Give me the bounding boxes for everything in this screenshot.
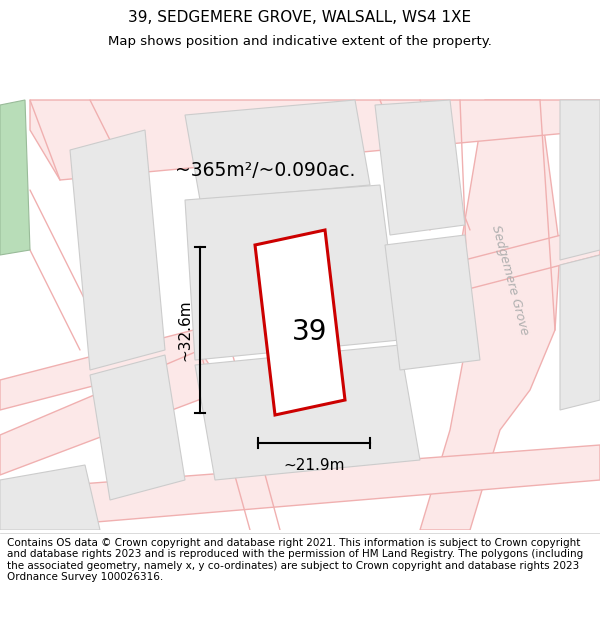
Polygon shape [560,255,600,410]
Polygon shape [420,100,560,530]
Text: ~32.6m: ~32.6m [177,299,192,361]
Text: 39: 39 [292,319,328,346]
Polygon shape [30,100,600,180]
Polygon shape [0,350,225,475]
Polygon shape [0,225,600,410]
Polygon shape [0,465,100,530]
Polygon shape [0,445,600,530]
Polygon shape [185,185,400,360]
Polygon shape [185,100,370,200]
Polygon shape [90,355,185,500]
Text: Sedgemere Grove: Sedgemere Grove [489,224,531,336]
Polygon shape [0,50,600,530]
Text: Contains OS data © Crown copyright and database right 2021. This information is : Contains OS data © Crown copyright and d… [7,538,583,582]
Polygon shape [0,100,30,255]
Polygon shape [385,235,480,370]
Polygon shape [560,100,600,260]
Polygon shape [255,230,345,415]
Text: ~365m²/~0.090ac.: ~365m²/~0.090ac. [175,161,355,179]
Text: ~21.9m: ~21.9m [283,458,345,473]
Polygon shape [375,100,465,235]
Text: 39, SEDGEMERE GROVE, WALSALL, WS4 1XE: 39, SEDGEMERE GROVE, WALSALL, WS4 1XE [128,10,472,25]
Polygon shape [70,130,165,370]
Text: Map shows position and indicative extent of the property.: Map shows position and indicative extent… [108,35,492,48]
Polygon shape [195,345,420,480]
